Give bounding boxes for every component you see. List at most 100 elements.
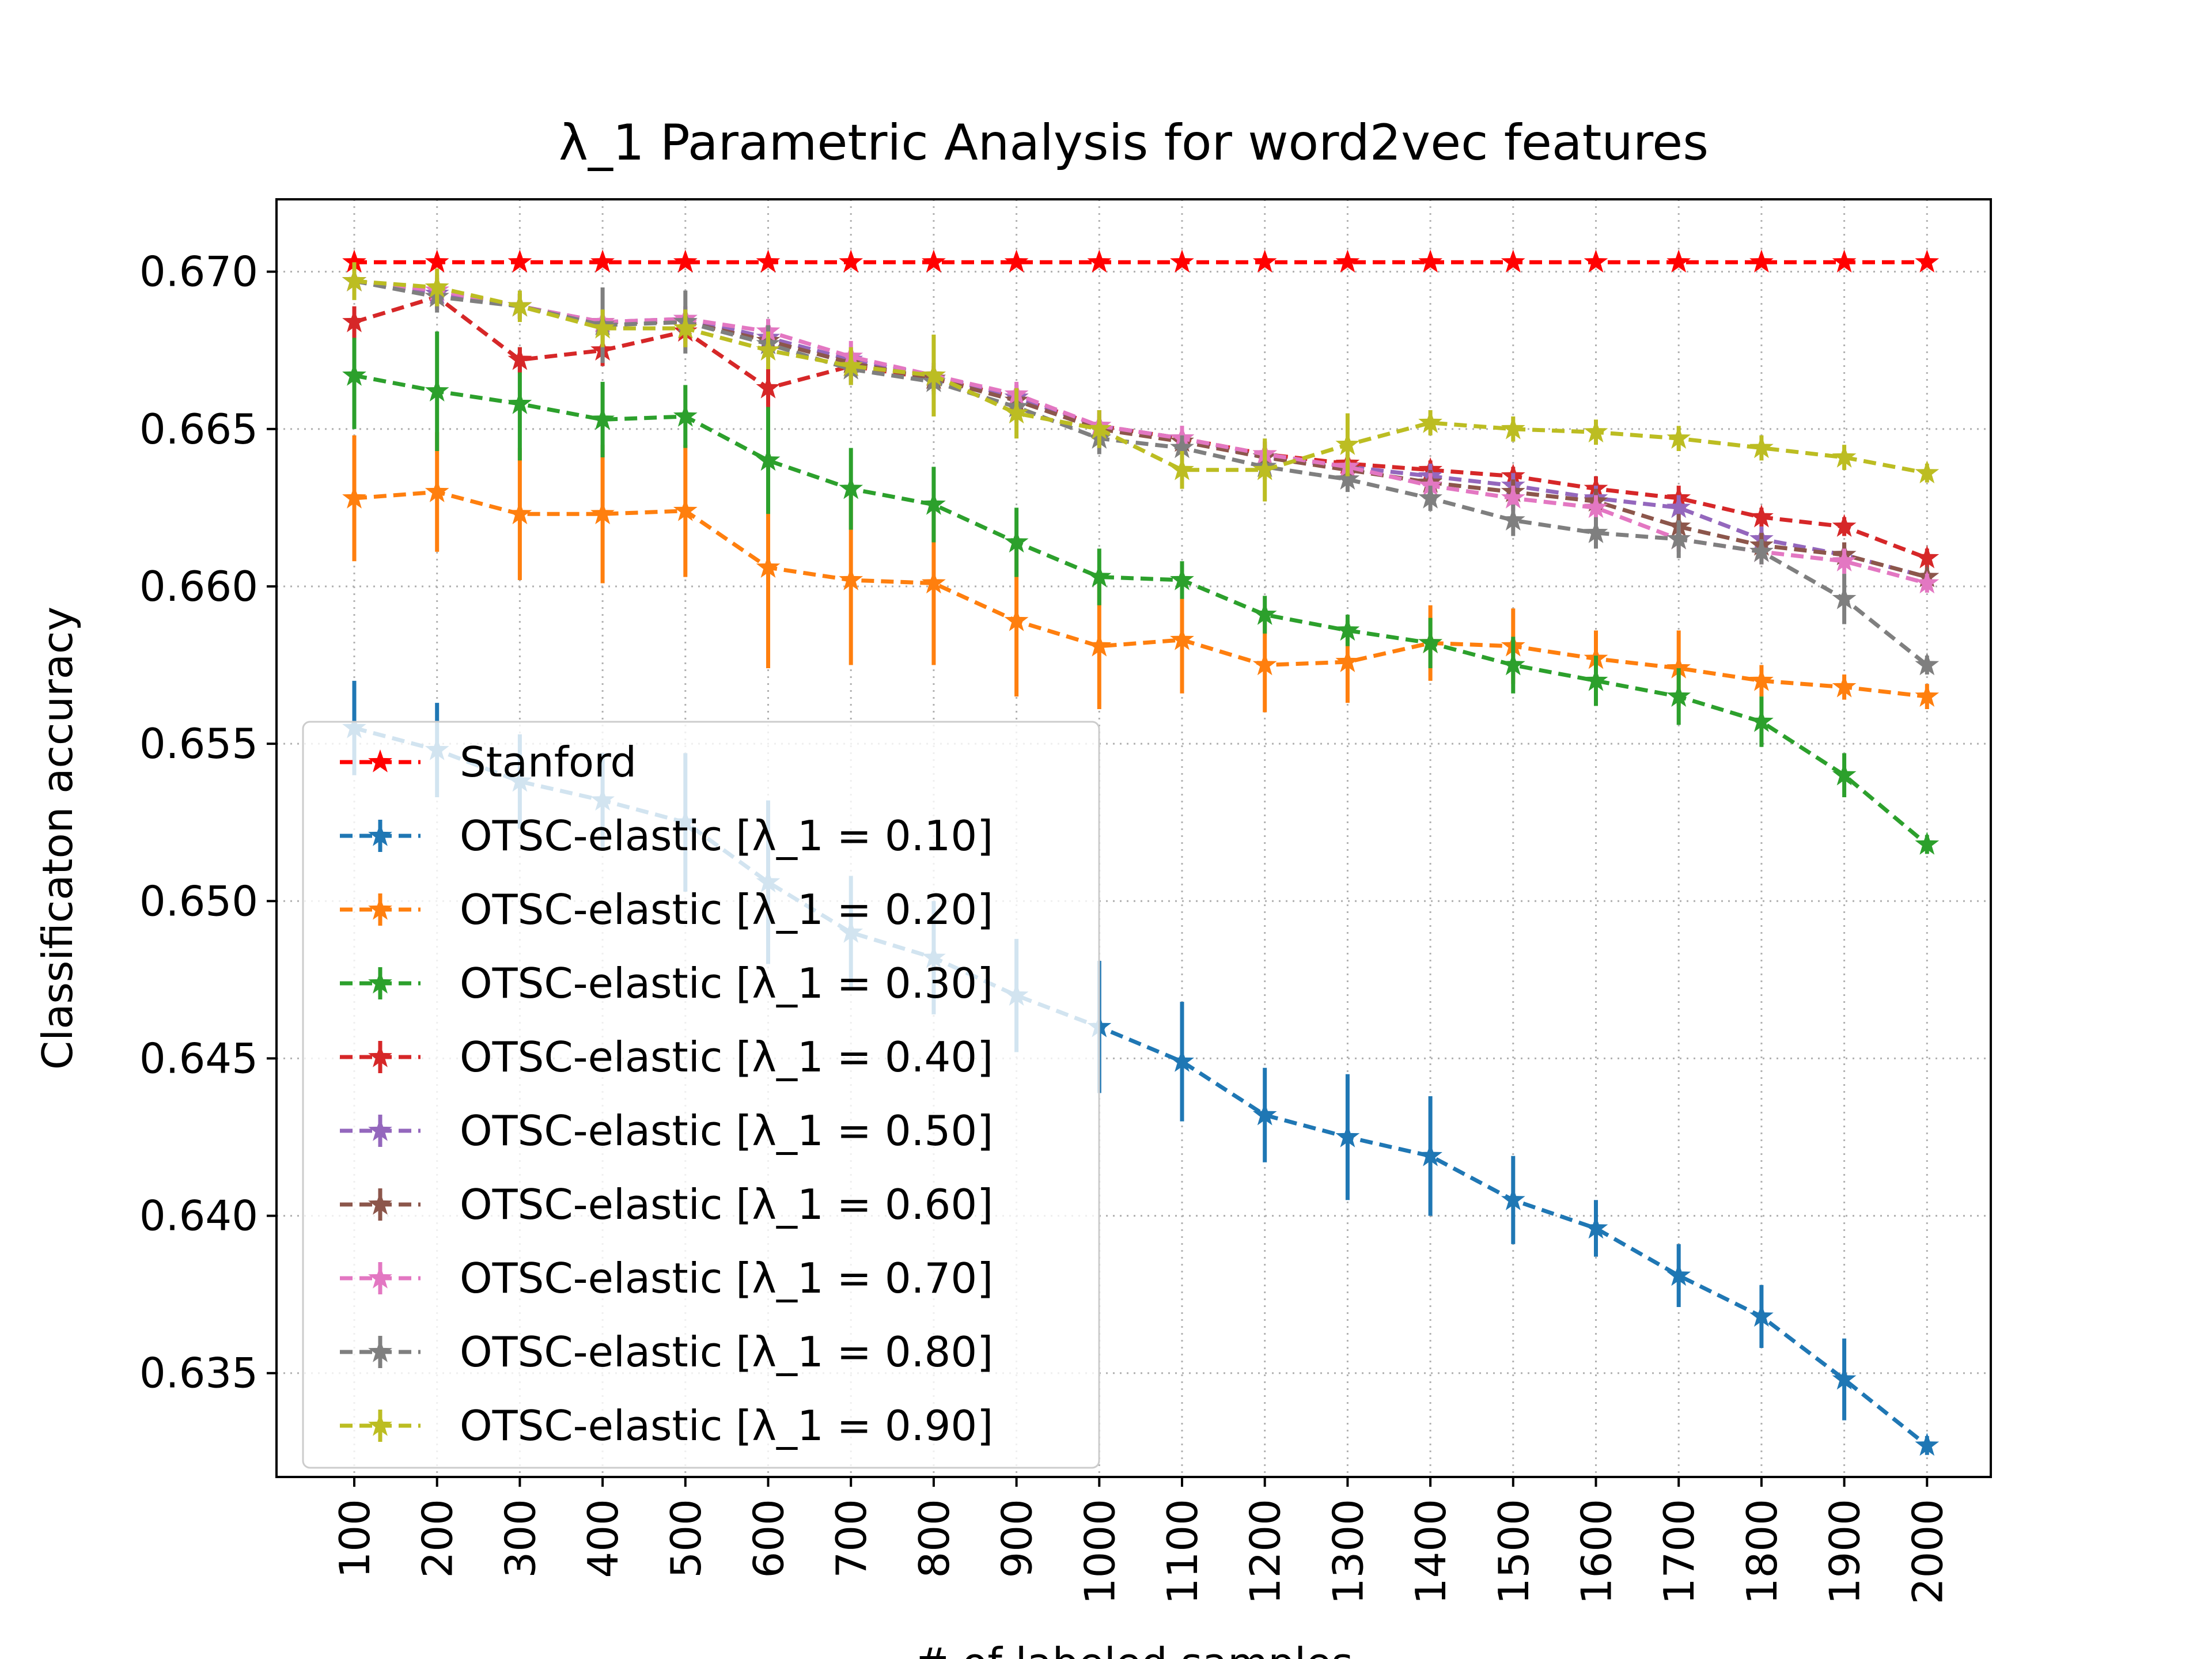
legend-marker [368, 1266, 392, 1289]
series-line [354, 279, 1928, 585]
x-axis-ticks: 100 200 300 400 500 600 700 800 900 1000 1100 1200 1… [331, 1477, 1952, 1604]
data-point-marker [425, 479, 449, 502]
data-point-marker [1832, 674, 1857, 698]
data-point-marker [342, 362, 366, 386]
series-3 [342, 322, 1940, 855]
series-line [354, 373, 1929, 846]
data-point-marker [756, 249, 781, 273]
legend-entry: OTSC-elastic [λ_1 = 0.70] [340, 1254, 993, 1302]
data-point-marker [507, 391, 532, 414]
legend-entry: OTSC-elastic [λ_1 = 0.10] [340, 812, 993, 860]
x-tick-label: 1000 [1075, 1499, 1124, 1604]
data-point-marker [1087, 249, 1112, 273]
legend-label: OTSC-elastic [λ_1 = 0.90] [460, 1402, 993, 1450]
x-tick-label: 1700 [1655, 1499, 1703, 1604]
data-point-marker [507, 249, 532, 273]
data-point-marker [1915, 545, 1940, 569]
legend-label: OTSC-elastic [λ_1 = 0.70] [460, 1254, 993, 1302]
legend-box [302, 721, 1100, 1469]
data-point-marker [1087, 633, 1112, 657]
y-tick-label: 0.655 [139, 719, 258, 768]
x-tick-label: 1800 [1738, 1499, 1786, 1604]
x-tick-label: 200 [414, 1499, 462, 1578]
data-point-marker [756, 375, 781, 399]
data-point-marker [922, 362, 946, 386]
data-point-marker [342, 486, 366, 509]
data-point-marker [1749, 504, 1774, 528]
x-tick-label: 500 [662, 1499, 710, 1578]
data-point-marker [673, 404, 698, 427]
legend-marker [368, 1118, 392, 1141]
y-tick-label: 0.650 [139, 877, 258, 925]
legend-entry: OTSC-elastic [λ_1 = 0.90] [340, 1402, 993, 1450]
data-point-marker [1335, 432, 1360, 455]
y-tick-label: 0.640 [139, 1192, 258, 1240]
data-point-marker [1584, 249, 1608, 273]
data-point-marker [1584, 520, 1608, 543]
legend-entry: OTSC-elastic [λ_1 = 0.80] [340, 1328, 993, 1376]
data-point-marker [1004, 608, 1029, 631]
data-point-marker [673, 249, 698, 273]
data-point-marker [839, 476, 863, 499]
data-point-marker [1170, 435, 1194, 459]
series-line [354, 279, 1927, 475]
y-tick-label: 0.670 [139, 248, 258, 296]
data-point-marker [839, 353, 863, 377]
legend-marker [368, 1192, 392, 1215]
data-point-marker [1584, 1215, 1608, 1239]
legend-marker [368, 1339, 392, 1362]
data-point-marker [1749, 249, 1774, 273]
legend-label: OTSC-elastic [λ_1 = 0.60] [460, 1180, 993, 1229]
data-point-marker [590, 249, 615, 273]
data-point-marker [1418, 410, 1442, 433]
data-point-marker [507, 347, 532, 370]
data-point-marker [1915, 249, 1940, 273]
y-tick-label: 0.635 [139, 1349, 258, 1397]
data-point-marker [1666, 684, 1691, 707]
data-point-marker [425, 249, 449, 273]
legend-label: Stanford [460, 738, 637, 786]
data-point-marker [1418, 249, 1442, 273]
data-point-marker [1501, 416, 1525, 440]
data-point-marker [1749, 435, 1774, 459]
x-tick-label: 1900 [1821, 1499, 1869, 1604]
data-point-marker [1252, 652, 1277, 676]
x-tick-label: 300 [496, 1499, 544, 1578]
data-point-marker [1004, 400, 1029, 424]
data-point-marker [673, 498, 698, 521]
data-point-marker [1252, 457, 1277, 480]
data-point-marker [839, 567, 863, 590]
legend-label: OTSC-elastic [λ_1 = 0.30] [460, 959, 993, 1007]
data-point-marker [1749, 1304, 1774, 1327]
data-point-marker [1418, 473, 1442, 496]
x-tick-label: 100 [331, 1499, 379, 1578]
data-point-marker [1501, 507, 1525, 531]
x-tick-label: 2000 [1903, 1499, 1952, 1604]
legend-label: OTSC-elastic [λ_1 = 0.10] [460, 812, 993, 860]
data-point-marker [425, 275, 449, 298]
x-tick-label: 1400 [1407, 1499, 1455, 1604]
y-tick-label: 0.645 [139, 1034, 258, 1082]
chart-title: λ_1 Parametric Analysis for word2vec fea… [559, 114, 1709, 172]
data-point-marker [342, 249, 366, 273]
data-point-marker [1832, 586, 1857, 609]
data-point-marker [1501, 249, 1525, 273]
data-point-marker [1252, 249, 1277, 273]
data-point-marker [1335, 1124, 1360, 1147]
x-tick-label: 1600 [1573, 1499, 1621, 1604]
x-tick-label: 900 [993, 1499, 1041, 1578]
data-point-marker [1335, 467, 1360, 490]
data-point-marker [673, 316, 698, 339]
y-tick-label: 0.665 [139, 405, 258, 453]
data-point-marker [342, 268, 366, 291]
data-point-marker [1749, 539, 1774, 562]
data-point-marker [1915, 570, 1940, 594]
legend-label: OTSC-elastic [λ_1 = 0.20] [460, 885, 993, 934]
data-point-marker [756, 338, 781, 361]
data-point-marker [1501, 652, 1525, 676]
data-point-marker [1915, 460, 1940, 484]
data-point-marker [1915, 831, 1940, 855]
data-point-marker [1666, 1263, 1691, 1286]
data-point-marker [1170, 1048, 1194, 1072]
